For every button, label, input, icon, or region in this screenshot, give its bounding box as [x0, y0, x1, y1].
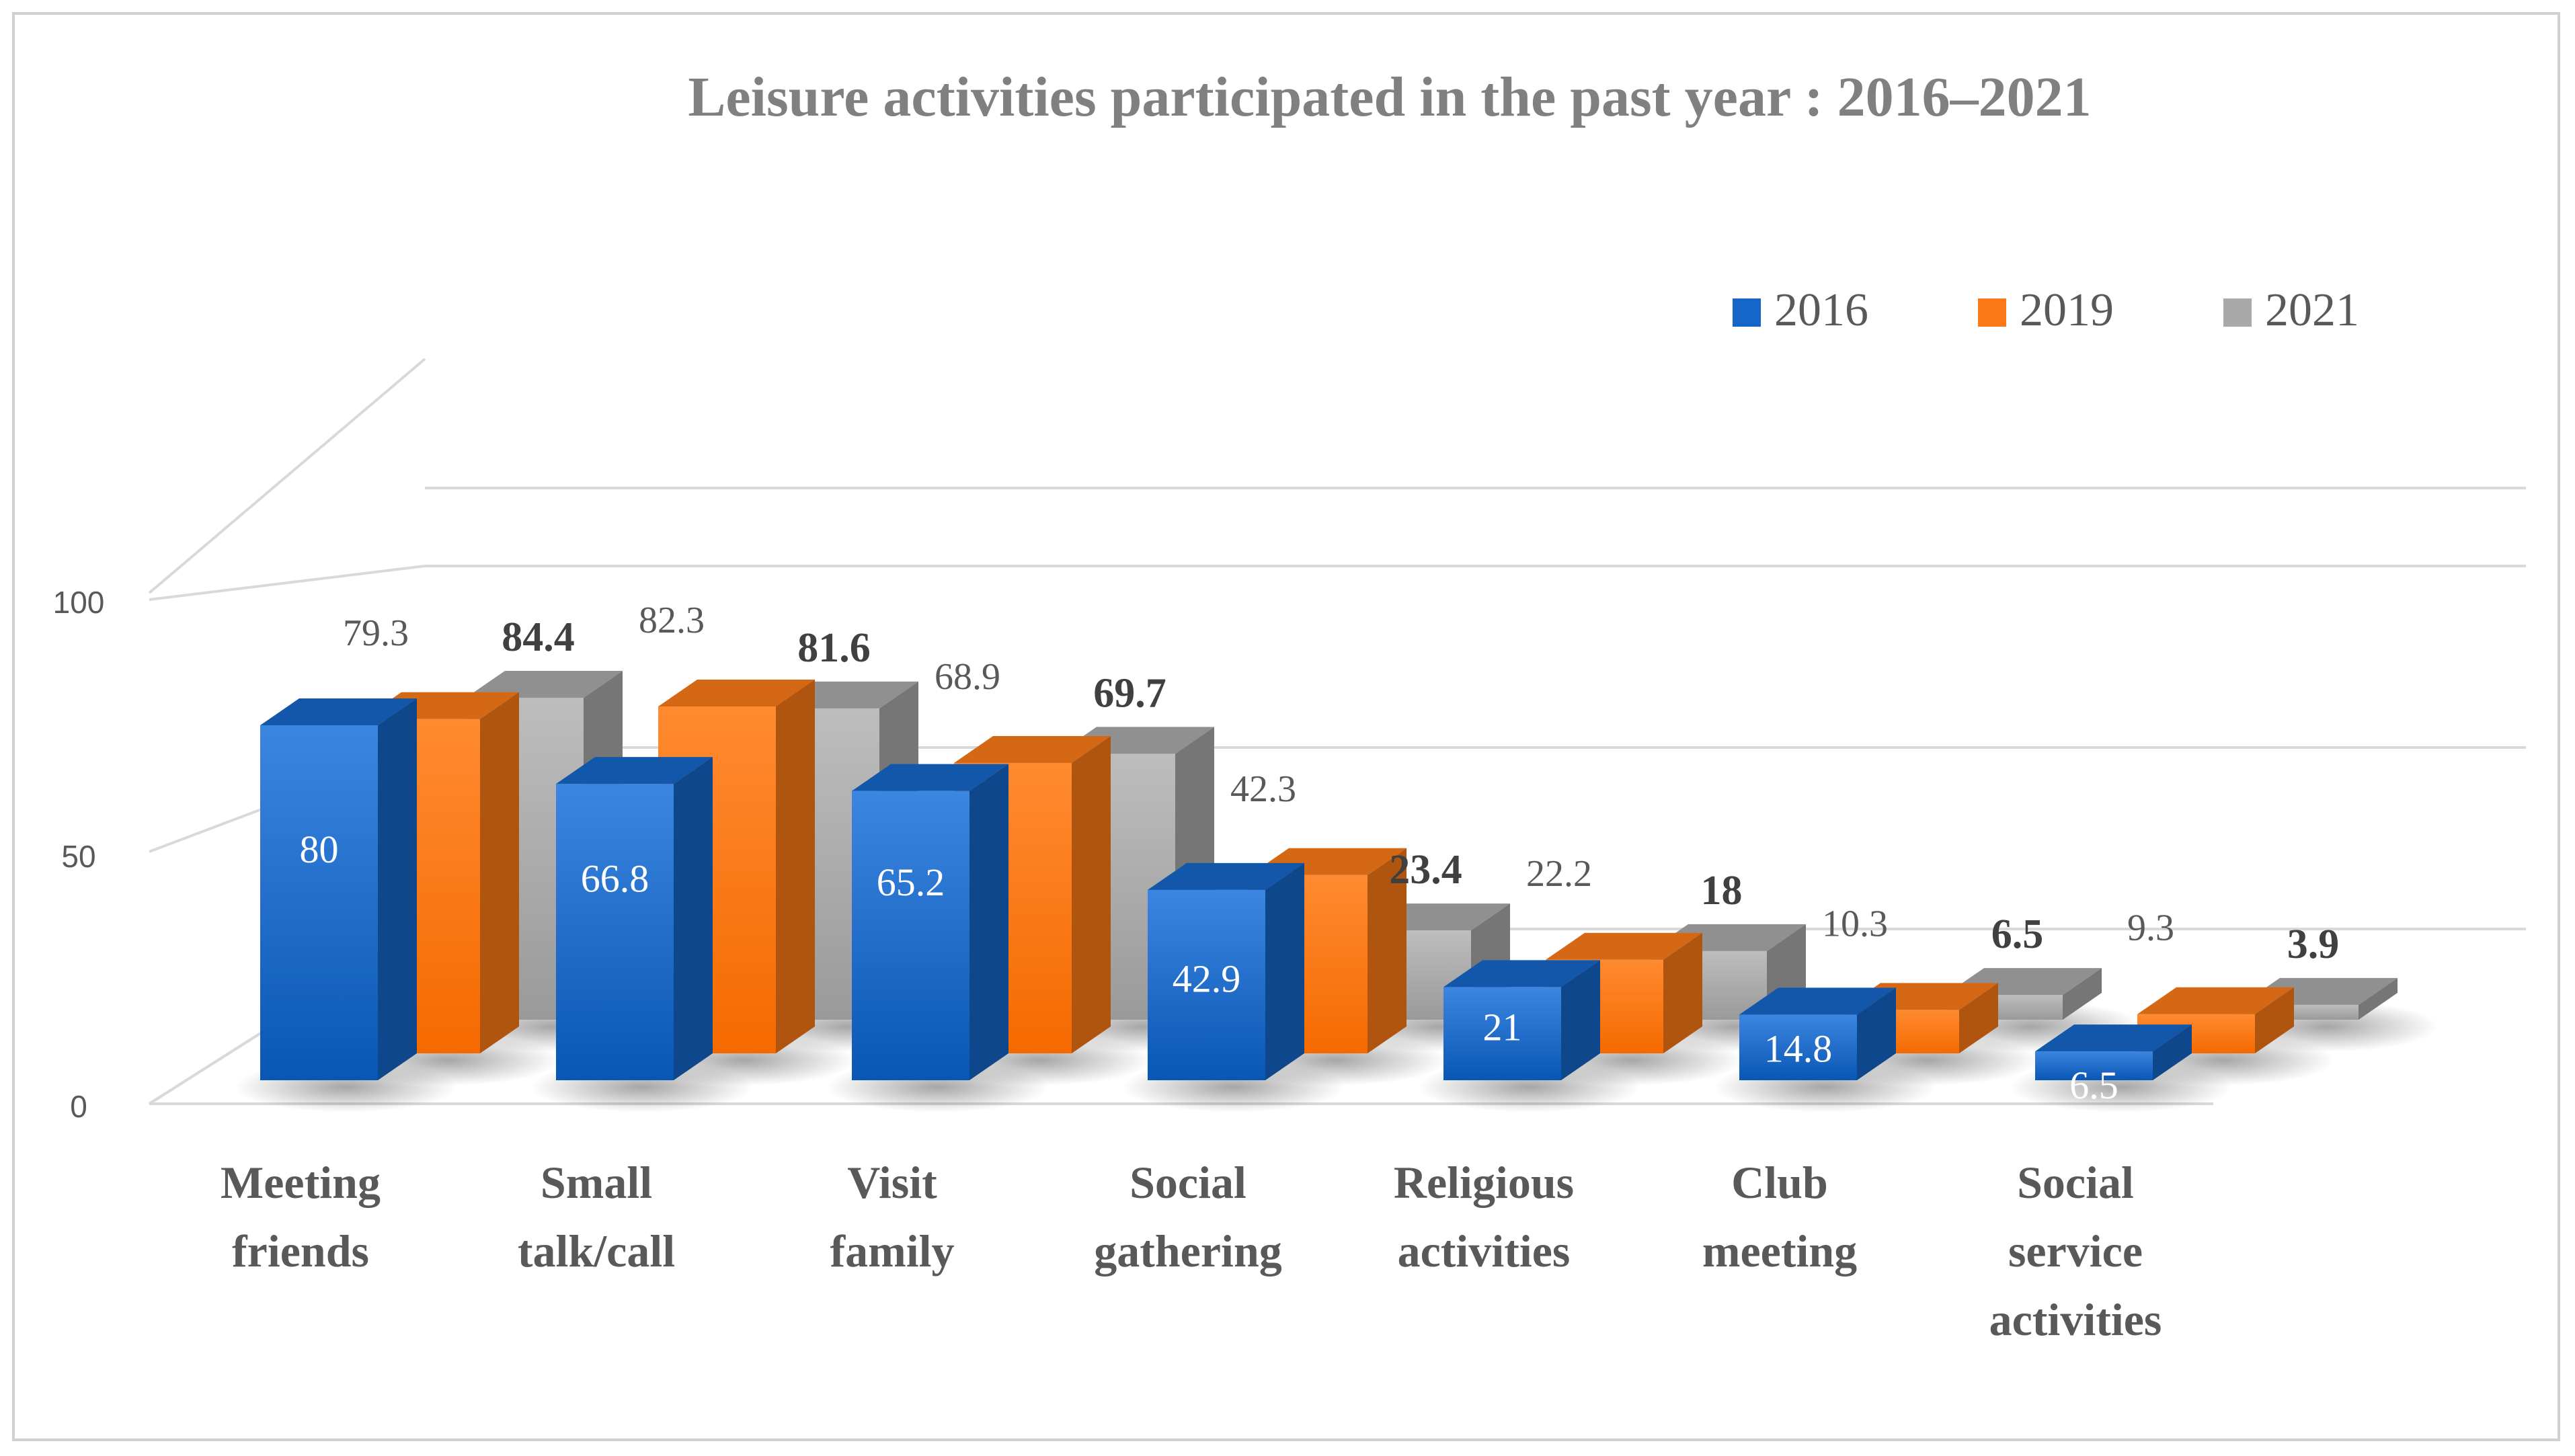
bar-side-2019-6 [2255, 987, 2294, 1053]
y-tick-100: 100 [53, 585, 105, 620]
chart-canvas: 80 66.8 65.2 42.9 21 14.8 6.5 79.3 82.3 68.9 42.3 2… [53, 66, 2526, 1345]
bar-side-2016-6 [2153, 1024, 2192, 1080]
category-label-5-1: meeting [1702, 1225, 1857, 1277]
bar-2016-5 [1739, 987, 1896, 1080]
category-label-4-0: Religious [1394, 1157, 1574, 1208]
data-label-2021-4: 18 [1701, 868, 1743, 914]
data-label-2021-1: 81.6 [797, 625, 871, 671]
chart-title: Leisure activities participated in the p… [688, 66, 2091, 128]
bar-side-2016-0 [378, 698, 417, 1080]
bar-2016-3 [1148, 862, 1304, 1080]
category-label-1-0: Small [541, 1157, 652, 1208]
y-tick-50: 50 [61, 839, 95, 874]
category-label-5-0: Club [1731, 1157, 1828, 1208]
data-label-2021-0: 84.4 [502, 614, 575, 660]
y-tick-0: 0 [70, 1089, 87, 1124]
data-label-2016-3: 42.9 [1173, 957, 1241, 1000]
data-label-2019-6: 9.3 [2127, 907, 2174, 949]
bar-top-2019-2 [954, 735, 1111, 763]
series-2016-bars [260, 698, 2192, 1080]
bar-side-2021-5 [2063, 968, 2102, 1020]
data-label-2019-4: 22.2 [1526, 853, 1592, 895]
legend: 2016 2019 2021 [1733, 284, 2359, 336]
category-label-6-0: Social [2017, 1157, 2134, 1208]
category-label-3-1: gathering [1094, 1225, 1282, 1277]
data-label-2016-5: 14.8 [1764, 1026, 1833, 1070]
data-label-2016-4: 21 [1483, 1006, 1522, 1049]
bar-top-2016-6 [2035, 1024, 2192, 1052]
data-label-2016-2: 65.2 [877, 860, 945, 904]
bar-2016-2 [852, 764, 1008, 1080]
category-label-4-1: activities [1398, 1225, 1571, 1277]
bar-top-2016-4 [1443, 960, 1600, 987]
bar-side-2016-3 [1265, 862, 1304, 1080]
data-label-2016-6: 6.5 [2069, 1063, 2118, 1107]
data-label-2021-6: 3.9 [2287, 922, 2340, 967]
category-label-3-0: Social [1130, 1157, 1246, 1208]
category-label-2-0: Visit [847, 1157, 937, 1208]
gridline-side-top [148, 358, 426, 594]
bar-face-2016-2 [852, 791, 969, 1080]
data-label-2019-0: 79.3 [343, 612, 409, 654]
x-axis-categories: Meeting friends Small talk/call Visit family S… [221, 1157, 2162, 1345]
bar-side-2019-2 [1072, 735, 1111, 1053]
legend-swatch-2019 [1978, 298, 2006, 327]
data-label-2019-1: 82.3 [639, 600, 705, 641]
category-label-1-1: talk/call [518, 1225, 675, 1277]
bar-face-2016-1 [556, 784, 674, 1080]
bar-side-2019-3 [1368, 848, 1407, 1053]
data-label-2019-3: 42.3 [1230, 768, 1296, 810]
bar-top-2016-0 [260, 698, 417, 725]
category-label-6-1: service [2008, 1225, 2143, 1277]
data-labels: 80 66.8 65.2 42.9 21 14.8 6.5 79.3 82.3 68.9 42.3 2… [300, 600, 2340, 1107]
category-label-0-0: Meeting [221, 1157, 381, 1208]
bar-top-2016-3 [1148, 862, 1304, 890]
y-axis-ticks: 0 50 100 [53, 585, 105, 1124]
data-label-2019-5: 10.3 [1822, 903, 1888, 944]
legend-label-2019: 2019 [2020, 284, 2114, 336]
bar-top-2021-0 [466, 670, 623, 698]
bar-top-2019-6 [2137, 987, 2294, 1014]
bar-2016-4 [1443, 960, 1600, 1080]
legend-swatch-2021 [2223, 298, 2252, 327]
chart-frame: 80 66.8 65.2 42.9 21 14.8 6.5 79.3 82.3 68.9 42.3 2… [12, 12, 2560, 1441]
bar-top-2016-1 [556, 757, 713, 784]
bar-2016-0 [260, 698, 417, 1080]
bar-side-2016-5 [1857, 987, 1896, 1080]
gridline-side-100 [149, 565, 426, 601]
bar-top-2019-4 [1546, 932, 1702, 960]
bar-face-2016-6 [2035, 1051, 2153, 1080]
bar-side-2019-1 [776, 679, 815, 1053]
bar-2016-6 [2035, 1024, 2192, 1080]
bar-face-2016-5 [1739, 1014, 1857, 1080]
legend-swatch-2016 [1733, 298, 1761, 327]
category-label-6-2: activities [1989, 1294, 2162, 1345]
category-label-0-1: friends [232, 1225, 369, 1277]
legend-label-2021: 2021 [2265, 284, 2359, 336]
data-label-2021-5: 6.5 [1991, 912, 2044, 957]
bar-2016-1 [556, 757, 713, 1080]
bar-top-2019-1 [658, 679, 815, 706]
bar-side-2016-2 [969, 764, 1008, 1080]
data-label-2021-3: 23.4 [1389, 847, 1462, 893]
bar-top-2016-5 [1739, 987, 1896, 1015]
bar-top-2016-2 [852, 764, 1008, 791]
bar-side-2019-0 [480, 692, 519, 1053]
legend-label-2016: 2016 [1774, 284, 1868, 336]
bar-face-2016-4 [1443, 987, 1561, 1080]
data-label-2021-2: 69.7 [1093, 670, 1166, 716]
bar-side-2021-6 [2359, 977, 2398, 1020]
bar-side-2016-1 [674, 757, 713, 1080]
bar-face-2016-3 [1148, 889, 1265, 1080]
bar-side-2016-4 [1561, 960, 1600, 1080]
data-label-2019-2: 68.9 [935, 656, 1000, 698]
category-label-2-1: family [830, 1225, 954, 1277]
bar-side-2019-5 [1959, 983, 1998, 1053]
bar-side-2019-4 [1663, 932, 1702, 1053]
bar-face-2016-0 [260, 725, 378, 1080]
data-label-2016-0: 80 [300, 827, 339, 871]
data-label-2016-1: 66.8 [581, 857, 649, 901]
